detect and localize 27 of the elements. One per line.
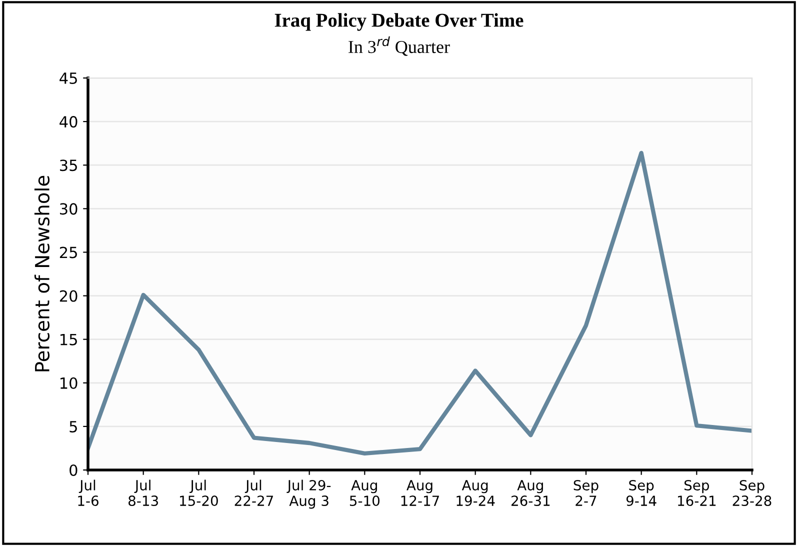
x-tick-label: Aug 12-17	[401, 480, 439, 506]
y-tick-label: 30	[60, 203, 78, 215]
x-tick-label: Aug 26-31	[512, 480, 550, 506]
x-tick-label: Jul 22-27	[234, 480, 273, 506]
y-tick-label: 45	[60, 72, 77, 84]
x-tick-label: Aug 19-24	[456, 480, 495, 506]
y-tick-label: 25	[60, 246, 77, 258]
x-tick-label: Jul 15-20	[180, 480, 218, 506]
x-tick-label: Jul 29- Aug 3	[286, 480, 331, 509]
x-tick-label: Sep 2-7	[574, 480, 598, 506]
y-tick-label: 10	[60, 377, 78, 389]
x-tick-label: Sep 23-28	[732, 480, 772, 506]
y-tick-label: 15	[60, 334, 77, 346]
y-axis-title: Percent of Newshole	[34, 176, 50, 372]
y-tick-label: 20	[60, 290, 78, 302]
x-tick-label: Sep 9-14	[626, 480, 656, 506]
x-tick-label: Jul 1-6	[78, 480, 98, 506]
y-tick-label: 0	[70, 464, 78, 476]
x-tick-label: Sep 16-21	[678, 480, 716, 506]
line-series	[88, 150, 752, 456]
chart-title: Iraq Policy Debate Over Time	[274, 13, 524, 31]
x-tick-label: Aug 5-10	[350, 480, 380, 506]
chart-subtitle: In 3$^{rd}$ Quarter	[348, 36, 450, 56]
y-tick-label: 35	[60, 160, 77, 172]
y-tick-label: 5	[70, 421, 77, 432]
y-tick-label: 40	[60, 116, 78, 128]
x-tick-label: Jul 8-13	[128, 480, 158, 506]
